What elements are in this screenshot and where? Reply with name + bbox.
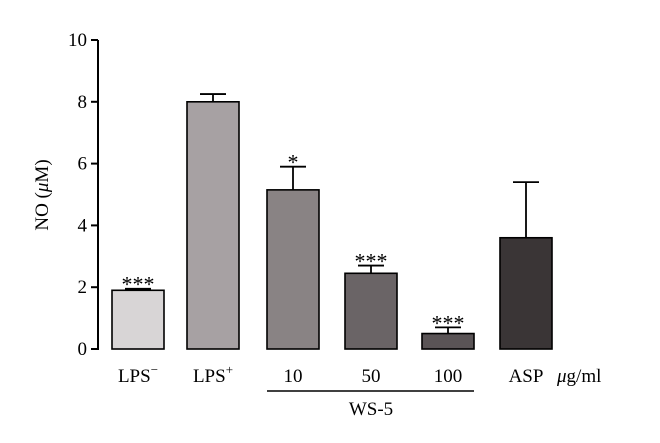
significance-marker-0: *** xyxy=(122,272,155,297)
category-label-2: 10 xyxy=(284,366,303,387)
category-label-1: LPS+ xyxy=(193,362,233,387)
y-tick-label: 2 xyxy=(78,277,88,298)
bar-5 xyxy=(499,236,553,350)
y-tick-label: 4 xyxy=(78,215,88,236)
y-axis: 0 2 4 6 8 10 xyxy=(68,30,99,360)
category-label-0: LPS− xyxy=(118,362,158,387)
category-label-5: ASP xyxy=(509,366,544,387)
y-tick-label: 6 xyxy=(78,154,88,175)
significance-marker-3: *** xyxy=(355,249,388,274)
category-labels: LPS− LPS+ 10 50 100 ASP xyxy=(118,362,543,387)
bar-4 xyxy=(421,332,475,350)
significance-marker-4: *** xyxy=(432,310,465,335)
category-label-4: 100 xyxy=(434,366,463,387)
y-axis-label-mu: μ xyxy=(32,183,53,194)
y-axis-label: NO (μM) xyxy=(32,159,53,230)
bar-0 xyxy=(111,289,165,350)
group-label: WS-5 xyxy=(349,399,393,420)
unit-label: μg/ml xyxy=(556,366,601,387)
category-label-3: 50 xyxy=(362,366,381,387)
error-bar-2 xyxy=(280,165,306,190)
unit-label-text: g/ml xyxy=(567,366,602,387)
significance-marker-2: * xyxy=(288,150,299,175)
y-axis-label-unit: M) xyxy=(32,159,53,182)
unit-label-mu: μ xyxy=(556,366,567,387)
bar-2 xyxy=(266,189,320,350)
error-bar-5 xyxy=(513,181,539,238)
error-bar-3 xyxy=(358,264,384,274)
error-bar-1 xyxy=(200,93,226,102)
error-bar-0 xyxy=(125,287,151,291)
bar-1 xyxy=(186,101,240,350)
y-tick-label: 0 xyxy=(78,339,88,360)
y-axis-label-prefix: NO ( xyxy=(32,192,53,231)
y-tick-label: 10 xyxy=(68,30,87,51)
bars: ********** xyxy=(111,93,553,350)
error-bar-4 xyxy=(435,326,461,334)
y-tick-label: 8 xyxy=(78,92,88,113)
bar-3 xyxy=(344,272,398,350)
